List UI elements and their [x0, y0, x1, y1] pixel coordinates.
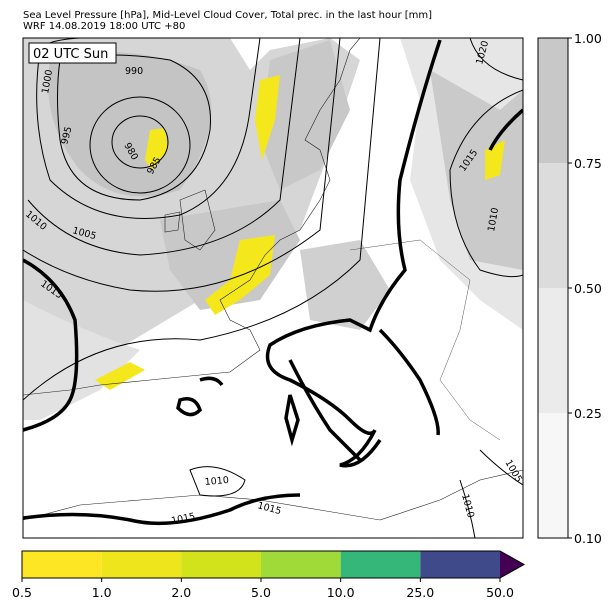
color-band [538, 38, 568, 163]
color-band [538, 288, 568, 413]
contour-label: 1010 [486, 207, 501, 233]
color-band [340, 551, 421, 578]
color-band [538, 163, 568, 288]
precip-colorbar: 0.5 1.0 2.0 5.0 10.0 25.0 50.0 [12, 550, 526, 600]
title: Sea Level Pressure [hPa], Mid-Level Clou… [23, 10, 432, 21]
contour-label: 995 [59, 125, 74, 145]
contour-label: 1000 [40, 69, 55, 95]
map: 02 UTC Sun 990 1000 995 980 985 1010 100… [22, 37, 524, 539]
color-band [538, 413, 568, 538]
tick-label: 2.0 [171, 585, 191, 600]
tick-label: 25.0 [406, 585, 434, 600]
cloud-colorbar: 0.10 0.25 0.50 0.75 1.00 [537, 31, 602, 546]
tick-label: 50.0 [486, 585, 514, 600]
tick-label: 0.50 [574, 281, 602, 296]
tick-label: 0.5 [12, 585, 32, 600]
color-band [420, 551, 500, 578]
contour-label: 990 [125, 66, 143, 77]
tick-label: 5.0 [251, 585, 271, 600]
contour-label: 1015 [170, 511, 196, 527]
contour-label: 1010 [204, 475, 229, 488]
tick-label: 0.75 [574, 156, 602, 171]
tick-label: 1.00 [574, 31, 602, 46]
tick-label: 0.25 [574, 406, 602, 421]
tick-label: 10.0 [327, 585, 355, 600]
tick-label: 1.0 [92, 585, 112, 600]
color-band [181, 551, 261, 578]
tick-label: 0.10 [574, 531, 602, 546]
color-band [22, 551, 102, 578]
color-band [101, 551, 182, 578]
color-band [261, 551, 341, 578]
time-label: 02 UTC Sun [33, 47, 108, 62]
extend-arrow [500, 551, 524, 578]
subtitle: WRF 14.08.2019 18:00 UTC +80 [23, 21, 185, 32]
colorbar-frame [21, 550, 526, 579]
